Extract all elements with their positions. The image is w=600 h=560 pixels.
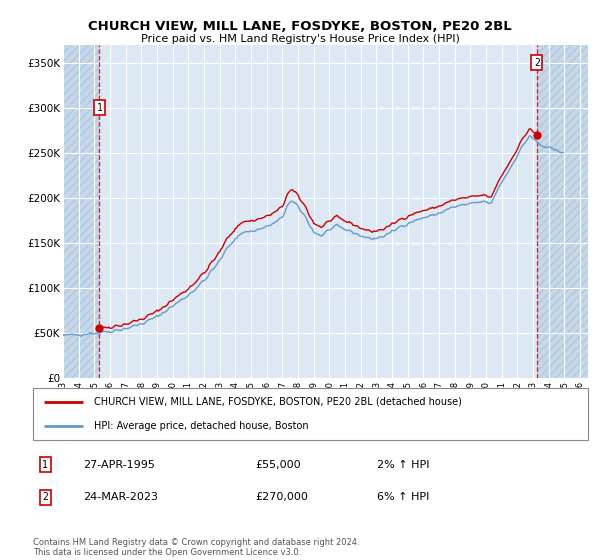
Bar	[63, 45, 100, 378]
Text: 2% ↑ HPI: 2% ↑ HPI	[377, 460, 430, 470]
Text: CHURCH VIEW, MILL LANE, FOSDYKE, BOSTON, PE20 2BL: CHURCH VIEW, MILL LANE, FOSDYKE, BOSTON,…	[88, 20, 512, 32]
FancyBboxPatch shape	[33, 388, 588, 440]
Text: £270,000: £270,000	[255, 492, 308, 502]
Bar	[537, 45, 588, 378]
Text: 27-APR-1995: 27-APR-1995	[83, 460, 155, 470]
Text: 1: 1	[42, 460, 48, 470]
Text: HPI: Average price, detached house, Boston: HPI: Average price, detached house, Bost…	[94, 421, 308, 431]
Text: Contains HM Land Registry data © Crown copyright and database right 2024.
This d: Contains HM Land Registry data © Crown c…	[33, 538, 359, 557]
Text: 2: 2	[534, 58, 539, 68]
Text: 1: 1	[97, 103, 102, 113]
Text: 24-MAR-2023: 24-MAR-2023	[83, 492, 158, 502]
Text: 6% ↑ HPI: 6% ↑ HPI	[377, 492, 430, 502]
Text: CHURCH VIEW, MILL LANE, FOSDYKE, BOSTON, PE20 2BL (detached house): CHURCH VIEW, MILL LANE, FOSDYKE, BOSTON,…	[94, 397, 462, 407]
Text: £55,000: £55,000	[255, 460, 301, 470]
Text: 2: 2	[42, 492, 48, 502]
Text: Price paid vs. HM Land Registry's House Price Index (HPI): Price paid vs. HM Land Registry's House …	[140, 34, 460, 44]
